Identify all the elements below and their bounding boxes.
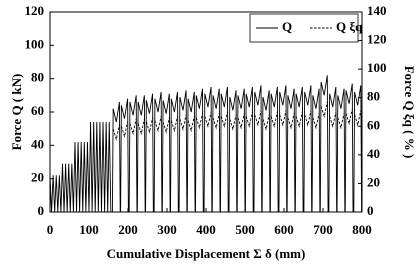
x-tick-label: 400 [196,222,216,237]
x-tick-label: 600 [274,222,294,237]
x-tick-label: 500 [235,222,255,237]
y-axis-label: Force Q ( kN) [9,74,24,151]
x-tick-label: 100 [79,222,99,237]
y2-tick-label: 100 [367,60,387,75]
y2-tick-label: 80 [367,89,380,104]
y-tick-label: 60 [31,103,44,118]
y-tick-label: 80 [31,70,44,85]
x-tick-label: 0 [47,222,54,237]
y-tick-label: 120 [25,3,45,18]
y2-tick-label: 140 [367,3,387,18]
x-tick-label: 200 [118,222,138,237]
y2-tick-label: 40 [367,146,380,161]
y2-tick-label: 120 [367,32,387,47]
legend-label: Q ξq [336,19,363,34]
y-tick-label: 0 [38,203,45,218]
series-line [49,75,363,213]
series-line [112,101,362,141]
x-tick-label: 800 [352,222,372,237]
x-tick-label: 700 [313,222,333,237]
y-tick-label: 100 [25,36,45,51]
y2-axis-label: Force Q ξq ( % ) [402,66,417,159]
legend-label: Q [282,19,292,34]
y-tick-label: 40 [31,136,44,151]
x-axis-label: Cumulative Displacement Σ δ (mm) [107,246,306,261]
y-tick-label: 20 [31,170,44,185]
y2-tick-label: 0 [367,203,374,218]
y2-tick-label: 20 [367,174,380,189]
y2-tick-label: 60 [367,117,380,132]
x-tick-label: 300 [157,222,177,237]
